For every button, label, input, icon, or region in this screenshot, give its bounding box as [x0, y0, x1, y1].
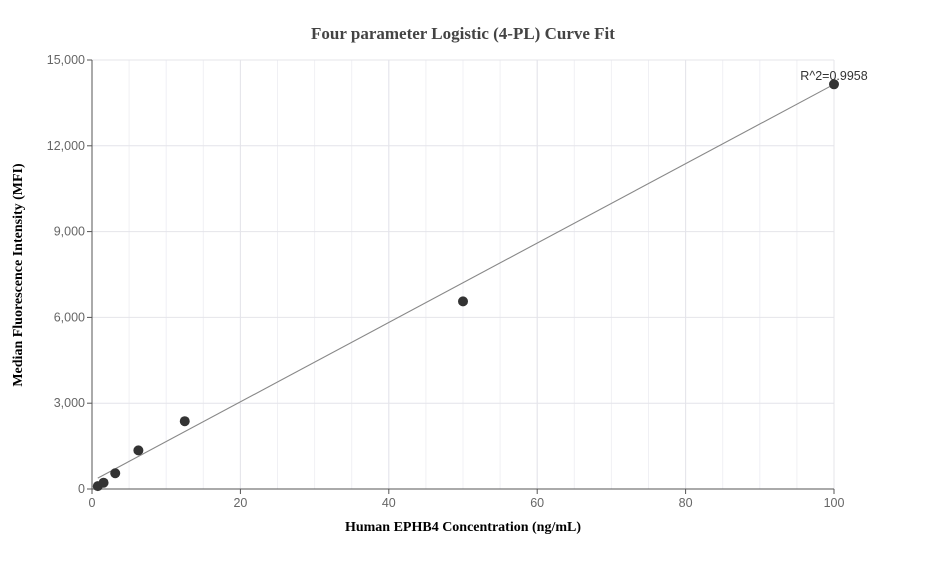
- r-squared-annotation: R^2=0.9958: [800, 69, 867, 83]
- y-tick-label: 12,000: [47, 139, 85, 153]
- grid: [91, 59, 835, 489]
- data-point: [110, 468, 121, 479]
- x-tick-label: 40: [382, 496, 396, 510]
- x-tick-label: 60: [530, 496, 544, 510]
- y-axis-title: Median Fluorescence Intensity (MFI): [11, 163, 26, 387]
- y-tick-label: 6,000: [54, 310, 85, 324]
- y-tick-label: 3,000: [54, 396, 85, 410]
- data-point: [829, 79, 839, 90]
- y-tick-label: 9,000: [54, 225, 85, 239]
- fit-line: [97, 83, 835, 479]
- chart-title: Four parameter Logistic (4-PL) Curve Fit: [311, 24, 615, 43]
- data-points: [92, 79, 839, 492]
- data-point: [133, 445, 144, 456]
- y-tick-label: 0: [78, 482, 85, 496]
- y-tick-label: 15,000: [47, 53, 85, 67]
- x-tick-label: 100: [824, 496, 845, 510]
- x-tick-label: 0: [89, 496, 96, 510]
- data-point: [98, 477, 109, 488]
- data-point: [458, 296, 468, 307]
- x-tick-label: 20: [233, 496, 247, 510]
- axes: 0 20 40 60 80 100 0 3,000 6,000 9,000 12,000 15,000: [47, 53, 845, 510]
- fit-curve: [97, 83, 835, 479]
- x-axis-title: Human EPHB4 Concentration (ng/mL): [345, 520, 581, 535]
- data-point: [179, 416, 190, 427]
- x-tick-label: 80: [679, 496, 693, 510]
